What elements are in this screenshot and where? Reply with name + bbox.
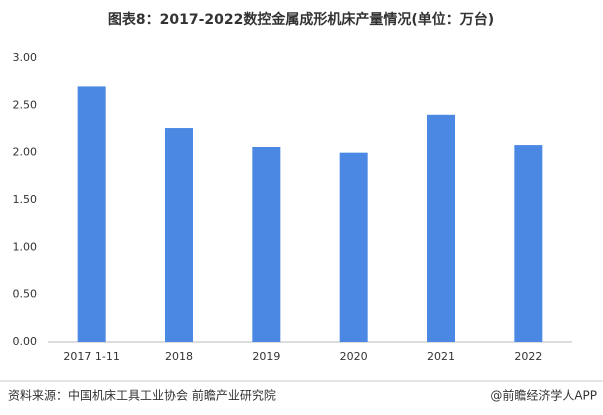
y-tick-label: 1.50 bbox=[13, 193, 38, 206]
bar bbox=[427, 114, 455, 342]
bar bbox=[252, 146, 281, 342]
y-tick-label: 1.00 bbox=[13, 240, 38, 253]
bar bbox=[339, 152, 368, 342]
bar bbox=[514, 145, 543, 342]
y-tick-label: 0.50 bbox=[13, 288, 38, 301]
y-tick-label: 3.00 bbox=[13, 51, 38, 64]
x-tick-label: 2020 bbox=[340, 350, 368, 363]
chart-title: 图表8：2017-2022数控金属成形机床产量情况(单位：万台) bbox=[108, 11, 494, 28]
source: 资料来源：中国机床工具工业协会 前瞻产业研究院 bbox=[8, 388, 276, 403]
x-tick-label: 2017 1-11 bbox=[63, 350, 119, 363]
x-tick-label: 2021 bbox=[427, 350, 455, 363]
x-tick-label: 2019 bbox=[252, 350, 280, 363]
y-tick-label: 2.00 bbox=[13, 146, 38, 159]
bar bbox=[165, 128, 193, 342]
bar bbox=[77, 86, 106, 343]
x-tick-label: 2018 bbox=[165, 350, 193, 363]
y-tick-label: 0.00 bbox=[13, 335, 38, 348]
credit: @前瞻经济学人APP bbox=[490, 388, 597, 403]
y-tick-label: 2.50 bbox=[13, 98, 38, 111]
x-tick-label: 2022 bbox=[514, 350, 542, 363]
